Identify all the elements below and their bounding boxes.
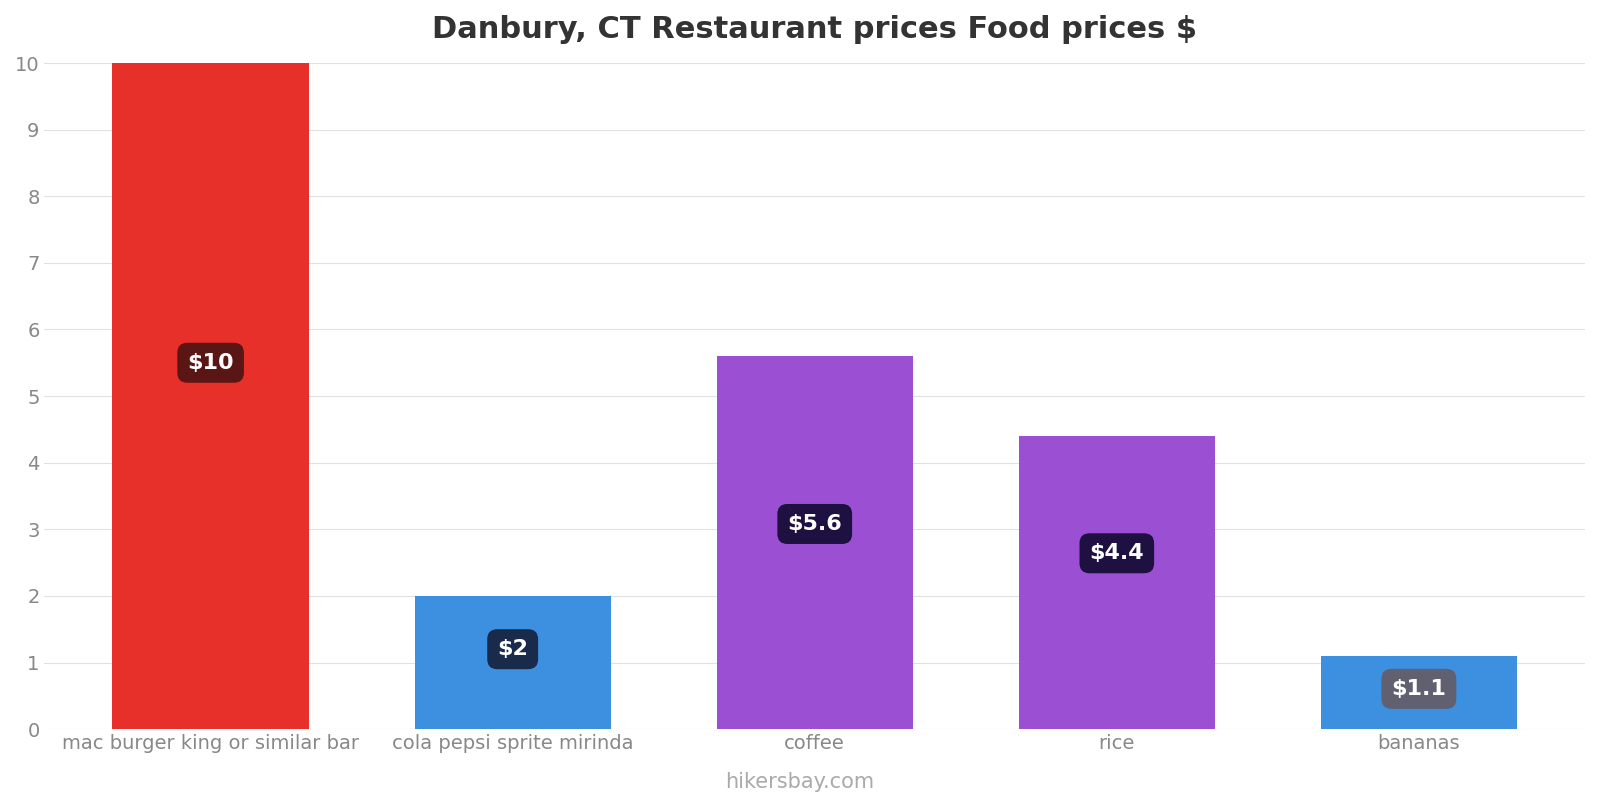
Text: $10: $10 [187, 353, 234, 373]
Bar [112, 63, 309, 729]
Text: hikersbay.com: hikersbay.com [725, 772, 875, 792]
Text: $1.1: $1.1 [1392, 679, 1446, 699]
Bar [414, 596, 611, 729]
Bar [717, 356, 914, 729]
Text: $5.6: $5.6 [787, 514, 842, 534]
Text: $4.4: $4.4 [1090, 543, 1144, 563]
Title: Danbury, CT Restaurant prices Food prices $: Danbury, CT Restaurant prices Food price… [432, 15, 1197, 44]
Text: $2: $2 [498, 639, 528, 659]
Bar [1019, 436, 1214, 729]
Bar [1320, 656, 1517, 729]
